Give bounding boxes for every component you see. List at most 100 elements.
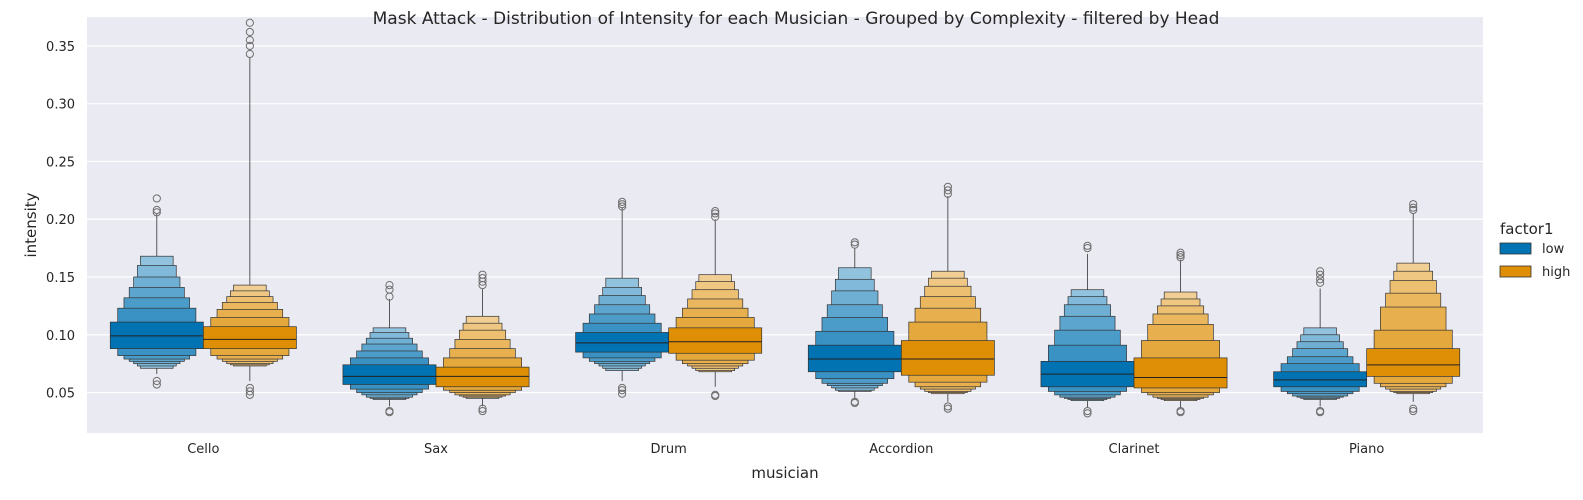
- boxen-high-Piano: [1366, 200, 1461, 416]
- boxen-box: [342, 364, 437, 385]
- boxen-box: [668, 327, 763, 354]
- outlier-point: [1316, 267, 1325, 276]
- outlier-point: [1316, 275, 1325, 284]
- outlier-point: [1409, 200, 1418, 209]
- outlier-point: [1176, 250, 1185, 260]
- outlier-point: [245, 27, 254, 37]
- boxen-low-Clarinet: [1040, 241, 1135, 418]
- legend-title: factor1: [1500, 220, 1554, 238]
- outlier-point: [1316, 278, 1325, 287]
- x-axis-title: musician: [751, 464, 818, 482]
- outlier-point: [478, 406, 487, 416]
- outlier-point: [478, 280, 487, 290]
- x-tick-label: Clarinet: [1109, 442, 1160, 457]
- outlier-point: [711, 207, 720, 216]
- outlier-point: [711, 212, 720, 222]
- y-tick-label: 0.05: [46, 387, 75, 402]
- x-tick-label: Drum: [651, 442, 687, 457]
- x-tick-label: Accordion: [869, 442, 933, 457]
- outlier-point: [245, 41, 254, 50]
- outlier-point: [618, 383, 627, 393]
- boxen-plots: [109, 18, 1461, 418]
- boxen-box: [1273, 371, 1368, 388]
- outlier-point: [1176, 248, 1185, 257]
- y-tick-label: 0.35: [46, 40, 75, 55]
- x-axis: Cello Sax Drum Accordion Clarinet Piano: [187, 442, 1384, 457]
- legend-label-low: low: [1542, 242, 1565, 257]
- x-tick-label: Cello: [187, 442, 219, 457]
- outlier-point: [1083, 241, 1092, 250]
- y-tick-label: 0.15: [46, 271, 75, 286]
- outlier-point: [850, 240, 859, 249]
- boxen-box: [900, 340, 995, 376]
- boxen-box: [807, 344, 902, 373]
- boxen-low-Accordion: [807, 238, 902, 408]
- outlier-point: [1409, 406, 1418, 416]
- outlier-point: [245, 390, 254, 399]
- outlier-point: [1083, 244, 1092, 253]
- outlier-point: [1083, 409, 1092, 418]
- legend-swatch-low: [1499, 242, 1532, 255]
- outlier-point: [618, 200, 627, 209]
- boxen-box: [575, 332, 670, 353]
- outlier-point: [152, 205, 161, 215]
- outlier-point: [711, 391, 720, 401]
- outlier-point: [943, 402, 952, 411]
- y-tick-label: 0.20: [46, 213, 75, 228]
- outlier-point: [1316, 408, 1325, 417]
- plot-background: [87, 17, 1483, 433]
- outlier-point: [245, 387, 254, 396]
- boxen-box: [1366, 348, 1461, 377]
- outlier-point: [152, 376, 161, 386]
- boxen-high-Clarinet: [1133, 248, 1228, 417]
- outlier-point: [1409, 404, 1418, 413]
- outlier-point: [850, 398, 859, 408]
- legend-label-high: high: [1542, 265, 1570, 280]
- outlier-point: [711, 209, 720, 218]
- outlier-point: [943, 189, 952, 198]
- boxen-low-Piano: [1273, 267, 1368, 417]
- outlier-point: [152, 194, 161, 203]
- outlier-point: [618, 197, 627, 206]
- boxen-box: [109, 321, 204, 349]
- outlier-point: [1316, 270, 1325, 279]
- outlier-point: [618, 202, 627, 211]
- boxen-box: [1133, 357, 1228, 389]
- legend: factor1 low high: [1499, 220, 1570, 280]
- outlier-point: [618, 386, 627, 395]
- outlier-point: [943, 404, 952, 413]
- x-tick-label: Sax: [424, 442, 448, 457]
- outlier-point: [850, 238, 859, 247]
- boxen-low-Cello: [109, 194, 204, 389]
- x-tick-label: Piano: [1349, 442, 1384, 457]
- chart-title: Mask Attack - Distribution of Intensity …: [373, 9, 1220, 29]
- gridlines: [87, 45, 1483, 394]
- outlier-point: [245, 18, 254, 27]
- boxen-low-Sax: [342, 280, 437, 417]
- y-axis: 0.05 0.10 0.15 0.20 0.25 0.30 0.35: [46, 40, 75, 402]
- boxen-box: [202, 326, 297, 349]
- outlier-point: [1409, 203, 1418, 212]
- boxen-high-Drum: [668, 207, 763, 401]
- boxen-high-Sax: [435, 270, 530, 416]
- y-tick-label: 0.25: [46, 155, 75, 170]
- y-tick-label: 0.10: [46, 329, 75, 344]
- outlier-point: [1176, 253, 1185, 262]
- outlier-point: [1083, 406, 1092, 416]
- outlier-point: [478, 404, 487, 413]
- y-tick-label: 0.30: [46, 98, 75, 113]
- outlier-point: [618, 389, 627, 398]
- boxen-high-Accordion: [900, 182, 995, 413]
- boxen-box: [435, 366, 530, 388]
- outlier-point: [245, 36, 254, 45]
- boxen-high-Cello: [202, 18, 297, 399]
- y-axis-title: intensity: [22, 192, 40, 257]
- outlier-point: [1176, 408, 1185, 417]
- outlier-point: [152, 380, 161, 389]
- outlier-point: [385, 292, 394, 301]
- outlier-point: [152, 208, 161, 217]
- outlier-point: [385, 280, 394, 290]
- outlier-point: [245, 49, 254, 59]
- outlier-point: [478, 277, 487, 286]
